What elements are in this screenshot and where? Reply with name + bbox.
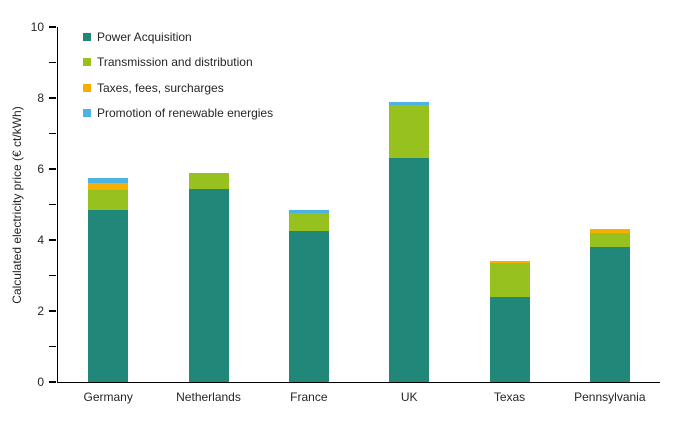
legend-swatch	[83, 109, 91, 118]
y-axis-tick	[49, 310, 56, 312]
bar-segment	[489, 261, 530, 264]
bar-segment	[188, 188, 229, 382]
y-axis-tick-label: 0	[37, 375, 44, 389]
legend-item: Power Acquisition	[83, 24, 273, 50]
legend-swatch	[83, 58, 91, 67]
legend-label: Taxes, fees, surcharges	[97, 80, 224, 95]
bar-segment	[489, 263, 530, 297]
legend-label: Transmission and distribution	[97, 55, 253, 70]
bar-segment	[288, 231, 329, 382]
legend-swatch	[83, 32, 91, 41]
bar-segment	[88, 190, 129, 210]
bar-segment	[589, 232, 630, 248]
y-axis-tick	[49, 274, 56, 277]
bar-segment	[489, 296, 530, 382]
y-axis-tick	[49, 168, 56, 170]
bar-uk	[389, 101, 430, 382]
bar-segment	[88, 209, 129, 382]
x-axis-category-label: France	[290, 390, 328, 404]
legend-item: Promotion of renewable energies	[83, 101, 273, 127]
x-axis-category-label: UK	[400, 390, 418, 404]
x-axis-category-label: Pennsylvania	[574, 390, 646, 404]
bar-segment	[188, 172, 229, 189]
y-axis-tick-label: 2	[37, 304, 44, 318]
y-axis-tick	[49, 345, 56, 348]
legend-item: Transmission and distribution	[83, 50, 273, 76]
y-axis-tick	[49, 26, 56, 28]
y-axis-tick	[49, 61, 56, 64]
y-axis-tick	[49, 203, 56, 206]
legend-item: Taxes, fees, surcharges	[83, 75, 273, 101]
y-axis-tick	[49, 97, 56, 99]
y-axis-tick-label: 10	[30, 20, 44, 34]
bar-netherlands	[188, 172, 229, 382]
bar-segment	[389, 105, 430, 159]
y-axis-tick-label: 4	[37, 233, 44, 247]
bar-segment	[88, 177, 129, 184]
y-axis-tick	[49, 239, 56, 241]
bar-segment	[589, 247, 630, 382]
x-axis-category-label: Texas	[493, 390, 526, 404]
bar-texas	[489, 261, 530, 382]
bar-pennsylvania	[589, 229, 630, 382]
bar-segment	[389, 158, 430, 382]
legend-label: Power Acquisition	[97, 29, 192, 44]
bar-segment	[288, 213, 329, 232]
y-axis-tick-label: 8	[37, 91, 44, 105]
bar-segment	[589, 229, 630, 233]
legend-swatch	[83, 83, 91, 92]
y-axis-tick-label: 6	[37, 162, 44, 176]
plot-area: 0 2 4 6 8 10 Germany Netherlands France UK Texas Pe…	[31, 20, 660, 404]
y-axis-title: Calculated electricity price (€ ct/kWh)	[10, 106, 24, 304]
legend: Power Acquisition Transmission and distri…	[83, 24, 273, 126]
x-axis-category-label: Netherlands	[176, 390, 241, 404]
y-axis-tick	[49, 132, 56, 135]
x-axis-category-label: Germany	[83, 390, 133, 404]
bar-segment	[389, 101, 430, 106]
y-axis-tick	[49, 381, 56, 383]
bar-france	[288, 209, 329, 382]
bar-segment	[88, 183, 129, 191]
bar-germany	[88, 177, 129, 382]
legend-label: Promotion of renewable energies	[97, 106, 274, 121]
bar-segment	[288, 209, 329, 214]
